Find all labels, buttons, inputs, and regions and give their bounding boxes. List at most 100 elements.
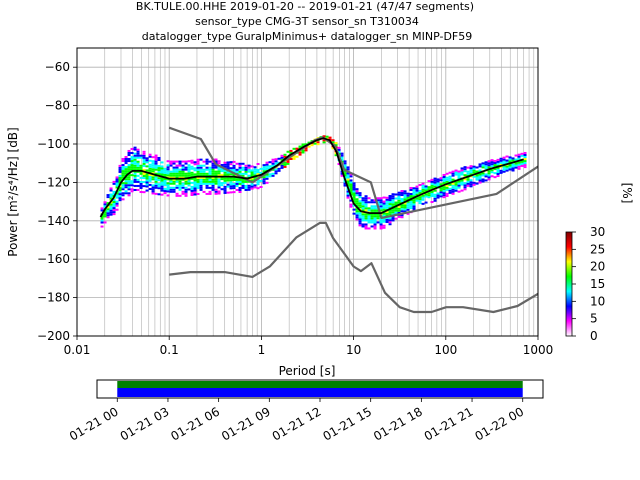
- psd-cell: [235, 182, 239, 185]
- psd-cell: [127, 194, 131, 197]
- psd-cell: [127, 176, 131, 179]
- psd-cell: [217, 162, 221, 165]
- psd-cell: [160, 169, 164, 172]
- psd-cell: [190, 191, 194, 194]
- psd-cell: [142, 162, 146, 165]
- psd-cell: [217, 184, 221, 187]
- psd-cell: [418, 200, 422, 203]
- psd-cell: [361, 205, 365, 208]
- psd-cell: [145, 175, 149, 178]
- psd-cell: [268, 167, 272, 170]
- psd-cell: [343, 162, 347, 165]
- psd-cell: [391, 201, 395, 204]
- psd-cell: [397, 191, 401, 194]
- psd-cell: [361, 209, 365, 212]
- psd-cell: [514, 162, 518, 165]
- psd-cell: [382, 226, 386, 229]
- psd-cell: [145, 183, 149, 186]
- psd-cell: [331, 147, 335, 150]
- psd-cell: [358, 214, 362, 217]
- psd-cell: [439, 183, 443, 186]
- psd-cell: [409, 186, 413, 189]
- psd-cell: [352, 204, 356, 207]
- psd-cell: [442, 186, 446, 189]
- psd-cell: [118, 197, 122, 200]
- psd-cell: [448, 177, 452, 180]
- psd-cell: [436, 194, 440, 197]
- psd-cell: [202, 168, 206, 171]
- psd-cell: [139, 170, 143, 173]
- psd-cell: [100, 215, 104, 218]
- psd-cell: [301, 151, 305, 154]
- psd-cell: [352, 196, 356, 199]
- psd-cell: [136, 184, 140, 187]
- psd-cell: [445, 186, 449, 189]
- psd-cell: [130, 158, 134, 161]
- psd-cell: [349, 179, 353, 182]
- psd-cell: [226, 191, 230, 194]
- psd-cell: [388, 197, 392, 200]
- psd-cell: [469, 179, 473, 182]
- psd-cell: [352, 186, 356, 189]
- psd-cell: [361, 207, 365, 210]
- psd-cell: [463, 170, 467, 173]
- psd-cell: [166, 172, 170, 175]
- psd-cell: [124, 170, 128, 173]
- psd-cell: [523, 162, 527, 165]
- mode-curve: [99, 137, 524, 218]
- psd-cell: [142, 191, 146, 194]
- psd-cell: [220, 174, 224, 177]
- psd-cell: [211, 170, 215, 173]
- psd-plot: 0.01 0.1 1 10 100 1000 −60 −80 −100 −120 −140 −160…: [6, 47, 553, 378]
- psd-cell: [439, 187, 443, 190]
- psd-cell: [322, 135, 326, 138]
- psd-cell: [226, 185, 230, 188]
- psd-cell: [496, 158, 500, 161]
- segments-coverage: [117, 388, 523, 397]
- psd-cell: [466, 172, 470, 175]
- psd-cell: [130, 190, 134, 193]
- psd-cell: [475, 166, 479, 169]
- psd-cell: [208, 186, 212, 189]
- psd-cell: [163, 183, 167, 186]
- psd-cell: [190, 185, 194, 188]
- psd-cell: [412, 195, 416, 198]
- psd-cell: [361, 223, 365, 226]
- psd-cell: [205, 172, 209, 175]
- psd-cell: [214, 178, 218, 181]
- psd-cell: [445, 172, 449, 175]
- psd-cell: [427, 192, 431, 195]
- psd-cell: [340, 154, 344, 157]
- psd-cell: [274, 158, 278, 161]
- psd-cell: [448, 187, 452, 190]
- time-tick-label: 01-21 21: [422, 404, 476, 443]
- psd-cell: [223, 161, 227, 164]
- psd-cell: [133, 172, 137, 175]
- psd-cell: [394, 193, 398, 196]
- psd-cell: [115, 186, 119, 189]
- psd-cell: [364, 199, 368, 202]
- psd-cell: [211, 186, 215, 189]
- psd-cell: [397, 197, 401, 200]
- psd-cell: [421, 182, 425, 185]
- y-tick-label: −60: [45, 60, 70, 74]
- psd-cell: [178, 184, 182, 187]
- psd-cell: [400, 214, 404, 217]
- psd-cell: [415, 197, 419, 200]
- psd-cell: [199, 184, 203, 187]
- psd-cell: [112, 209, 116, 212]
- psd-cell: [166, 166, 170, 169]
- psd-cell: [157, 185, 161, 188]
- psd-cell: [172, 166, 176, 169]
- psd-cell: [352, 184, 356, 187]
- psd-cell: [118, 187, 122, 190]
- psd-cell: [379, 227, 383, 230]
- psd-cell: [166, 168, 170, 171]
- psd-cell: [262, 168, 266, 171]
- psd-cell: [175, 174, 179, 177]
- psd-cell: [280, 156, 284, 159]
- psd-cell: [394, 211, 398, 214]
- psd-cell: [346, 190, 350, 193]
- psd-cell: [370, 225, 374, 228]
- psd-cell: [124, 172, 128, 175]
